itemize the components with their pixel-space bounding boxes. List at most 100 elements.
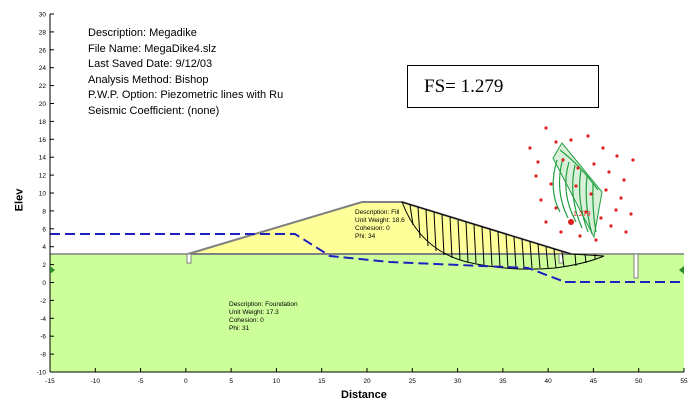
slip-slices	[401, 201, 605, 270]
x-tick-label: 55	[680, 378, 688, 385]
right-boundary-marker	[679, 266, 684, 274]
grid-center-dot	[622, 178, 626, 182]
piezometric-line	[50, 233, 580, 283]
grid-center-dot	[549, 182, 553, 186]
grid-center-dot	[629, 212, 633, 216]
drain-slot	[186, 253, 192, 264]
grid-center-dot	[586, 134, 590, 138]
pwp-option-line: P.W.P. Option: Piezometric lines with Ru	[88, 89, 284, 101]
y-tick-label: 22	[39, 83, 47, 90]
x-ticks: -15 -10 -5 0 5 10 15 20 25 30 35 40 45 50 55	[45, 368, 688, 385]
y-tick-label: -4	[40, 316, 46, 323]
x-tick-label: -10	[91, 378, 101, 385]
foundation-layer	[50, 254, 684, 372]
foundation-phi: Phi: 31	[229, 325, 250, 332]
foundation-cohesion: Cohesion: 0	[229, 317, 264, 324]
grid-center-dot	[631, 158, 635, 162]
drain-slot	[633, 253, 639, 279]
grid-center-dot	[619, 196, 623, 200]
grid-center-dot	[536, 160, 540, 164]
x-tick-label: 15	[318, 378, 326, 385]
grid-center-dot	[609, 224, 613, 228]
x-tick-label: 0	[184, 378, 188, 385]
grid-center-dot	[601, 146, 605, 150]
grid-center-dot	[592, 162, 596, 166]
grid-center-dot	[594, 238, 598, 242]
x-tick-label: 25	[409, 378, 417, 385]
y-tick-label: 14	[39, 155, 47, 162]
critical-center	[568, 219, 574, 225]
grid-center-dot	[589, 192, 593, 196]
grid-center-dot	[528, 146, 532, 150]
y-tick-label: 6	[42, 226, 46, 233]
y-tick-label: 10	[39, 191, 47, 198]
x-tick-label: 40	[545, 378, 553, 385]
analysis-method-line: Analysis Method: Bishop	[88, 73, 209, 86]
grid-center-dot	[559, 230, 563, 234]
fill-cohesion: Cohesion: 0	[355, 225, 390, 232]
y-tick-label: 20	[39, 101, 47, 108]
grid-center-dot	[615, 154, 619, 158]
y-tick-label: -2	[40, 298, 46, 305]
y-tick-label: 24	[39, 65, 47, 72]
x-tick-label: 45	[590, 378, 598, 385]
foundation-description: Description: Foundation	[229, 301, 298, 308]
critical-fs-label: 1.279	[573, 211, 591, 218]
grid-center-dot	[544, 126, 548, 130]
grid-center-dot	[554, 206, 558, 210]
y-tick-label: 30	[39, 12, 47, 19]
factor-of-safety-label: FS= 1.279	[424, 76, 504, 97]
grid-center-dot	[607, 170, 611, 174]
grid-center-dot	[576, 166, 580, 170]
x-tick-label: 50	[635, 378, 643, 385]
last-saved-line: Last Saved Date: 9/12/03	[88, 58, 213, 70]
grid-center-dot	[544, 220, 548, 224]
y-tick-label: 4	[42, 244, 46, 251]
foundation-unit-weight: Unit Weight: 17.3	[229, 309, 279, 316]
y-axis-title: Elev	[13, 188, 26, 212]
slip-center-grid: 1.279	[528, 126, 635, 242]
y-tick-label: -6	[40, 334, 46, 341]
x-tick-label: 10	[273, 378, 281, 385]
file-name-line: File Name: MegaDike4.slz	[88, 42, 217, 55]
grid-center-dot	[614, 208, 618, 212]
seismic-line: Seismic Coefficient: (none)	[88, 104, 220, 117]
grid-center-dot	[554, 140, 558, 144]
y-tick-label: 12	[39, 173, 47, 180]
x-tick-label: 20	[363, 378, 371, 385]
factor-of-safety-box: FS= 1.279	[407, 65, 599, 108]
grid-center-dot	[599, 216, 603, 220]
fill-description: Description: Fill	[355, 209, 400, 216]
y-tick-label: 16	[39, 137, 47, 144]
fill-unit-weight: Unit Weight: 18.6	[355, 217, 405, 224]
y-tick-label: 26	[39, 47, 47, 54]
y-tick-label: 2	[42, 262, 46, 269]
grid-center-dot	[561, 158, 565, 162]
y-tick-label: -10	[37, 370, 47, 377]
x-tick-label: 30	[454, 378, 462, 385]
x-tick-label: 5	[229, 378, 233, 385]
grid-center-dot	[569, 138, 573, 142]
x-tick-label: -15	[45, 378, 55, 385]
y-tick-label: 0	[42, 280, 46, 287]
grid-center-dot	[624, 230, 628, 234]
x-axis-title: Distance	[341, 389, 387, 401]
x-tick-label: 35	[499, 378, 507, 385]
x-tick-label: -5	[138, 378, 144, 385]
left-boundary-marker	[50, 266, 55, 274]
grid-center-dot	[574, 184, 578, 188]
y-tick-label: 8	[42, 208, 46, 215]
y-tick-label: -8	[40, 352, 46, 359]
grid-center-dot	[539, 198, 543, 202]
analysis-info: Description: Megadike File Name: MegaDik…	[88, 26, 283, 119]
y-tick-label: 18	[39, 119, 47, 126]
grid-center-dot	[578, 234, 582, 238]
description-line: Description: Megadike	[88, 27, 197, 39]
grid-center-dot	[604, 188, 608, 192]
grid-center-dot	[584, 210, 588, 214]
grid-center-dot	[534, 174, 538, 178]
fill-phi: Phi: 34	[355, 233, 376, 240]
y-tick-label: 28	[39, 29, 47, 36]
